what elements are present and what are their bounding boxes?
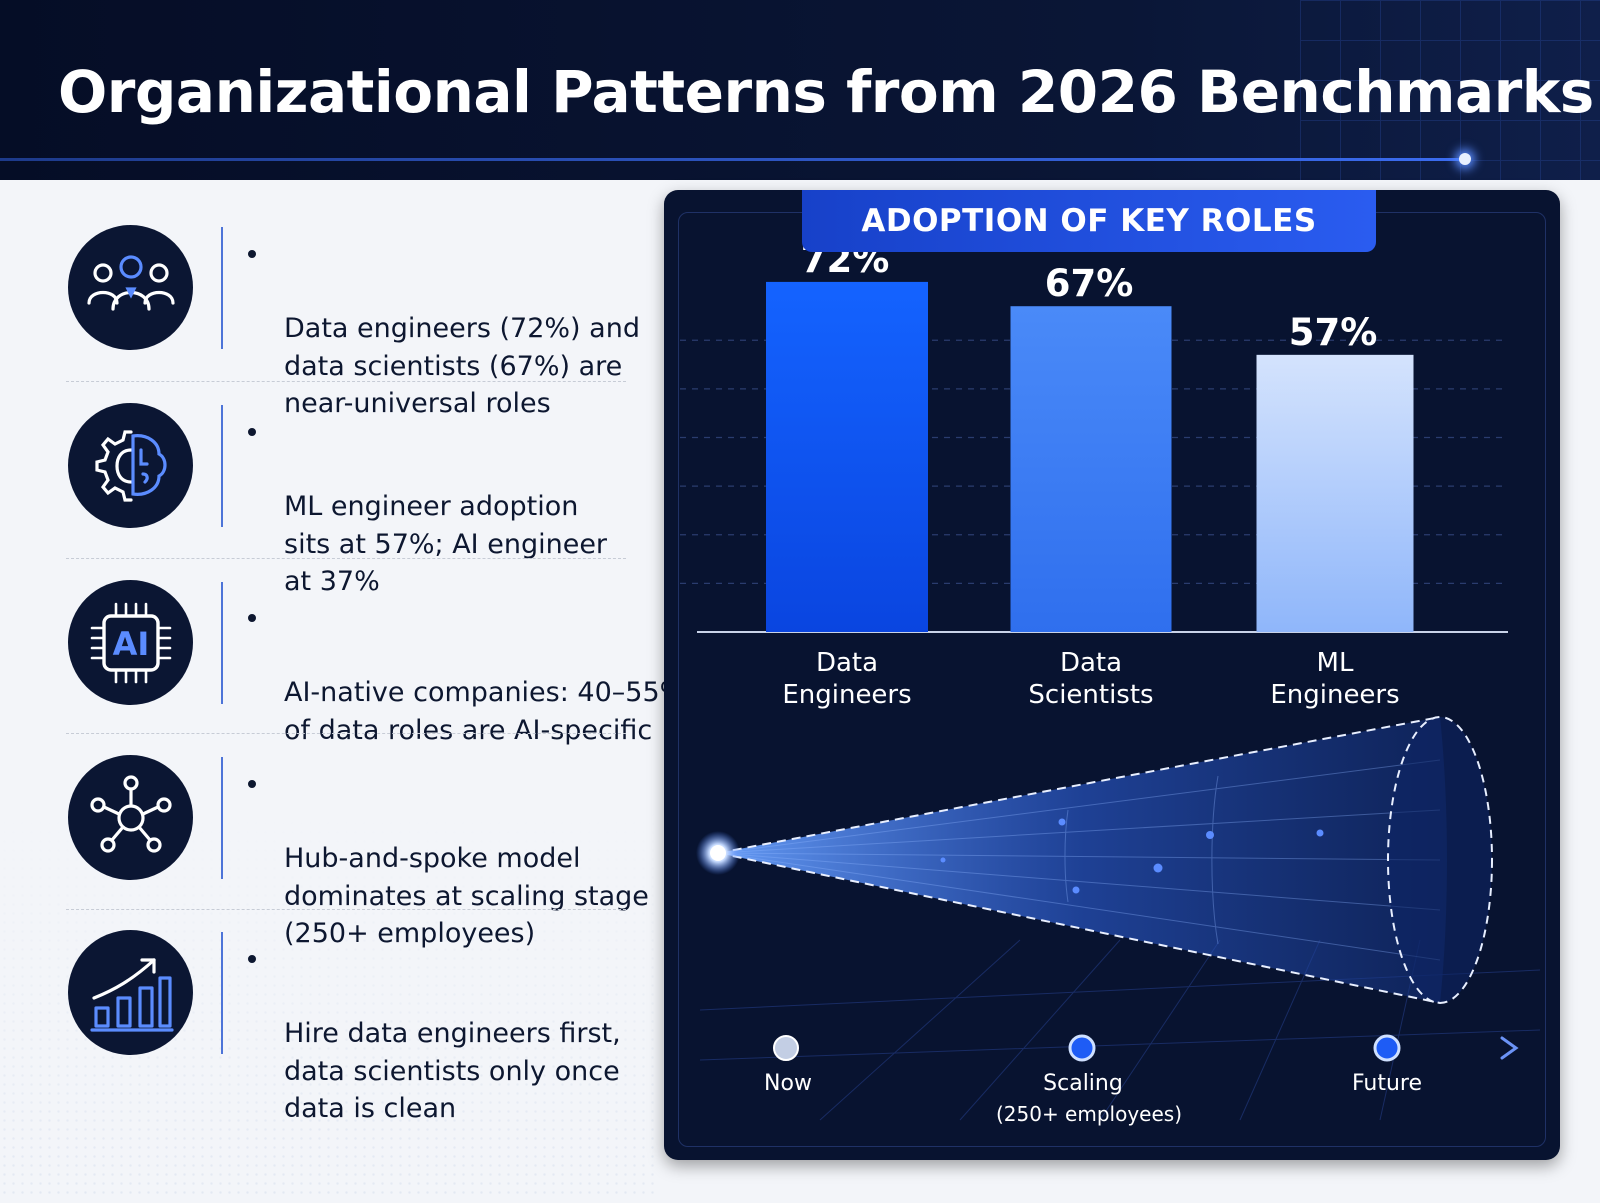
title-glow-dot [1459, 153, 1471, 165]
gear-brain-icon [68, 403, 193, 528]
row-separator-line [221, 932, 223, 1054]
row-separator-line [221, 757, 223, 879]
row-separator-line [221, 582, 223, 704]
timeline-marker-future [1373, 1034, 1401, 1062]
x-tick-label: ML [1317, 648, 1354, 678]
row-divider [66, 381, 626, 382]
row-separator-line [221, 405, 223, 527]
bar-value-label: 67% [1045, 262, 1134, 305]
insight-row: Hire data engineers first, data scientist… [0, 930, 640, 1124]
bullet [248, 614, 256, 622]
x-tick-label: Scientists [1028, 680, 1153, 710]
hub-spoke-icon [68, 755, 193, 880]
bar [766, 281, 928, 632]
timeline-label-future: Future [1352, 1071, 1422, 1096]
insight-text: Hub-and-spoke model dominates at scaling … [284, 843, 649, 949]
insight-text: Data engineers (72%) and data scientists … [284, 313, 640, 419]
svg-text:AI: AI [112, 625, 149, 663]
bullet [248, 250, 256, 258]
timeline-label-scaling: Scaling [1043, 1071, 1123, 1096]
timeline-sublabel-scaling: (250+ employees) [996, 1102, 1182, 1126]
row-divider [66, 558, 626, 559]
title-underline [0, 158, 1466, 161]
timeline: Now Scaling (250+ employees) Future [704, 1034, 1519, 1126]
timeline-marker-now [773, 1035, 799, 1061]
bullet [248, 780, 256, 788]
chart-title: ADOPTION OF KEY ROLES [802, 190, 1376, 252]
bar [1010, 306, 1172, 632]
x-tick-label: Engineers [1270, 680, 1399, 710]
insight-row: Data engineers (72%) and data scientists … [0, 225, 640, 419]
insight-text: ML engineer adoption sits at 57%; AI engi… [284, 491, 608, 597]
row-separator-line [221, 227, 223, 349]
team-icon [68, 225, 193, 350]
timeline-label-now: Now [764, 1071, 812, 1096]
bullet [248, 955, 256, 963]
x-tick-label: Data [816, 648, 878, 678]
bullet [248, 428, 256, 436]
ai-chip-icon: AI [68, 580, 193, 705]
x-tick-label: Engineers [782, 680, 911, 710]
row-divider [66, 909, 626, 910]
growth-chart-icon [68, 930, 193, 1055]
insight-row: ML engineer adoption sits at 57%; AI engi… [0, 403, 640, 597]
bar [1256, 354, 1414, 632]
x-tick-label: Data [1060, 648, 1122, 678]
insight-text: Hire data engineers first, data scientist… [284, 1018, 621, 1124]
header-banner: Organizational Patterns from 2026 Benchm… [0, 0, 1600, 180]
row-divider [66, 733, 626, 734]
bar-value-label: 57% [1289, 311, 1378, 354]
header-grid-decoration [1300, 0, 1600, 180]
page-title: Organizational Patterns from 2026 Benchm… [58, 58, 1594, 126]
timeline-marker-scaling [1068, 1034, 1096, 1062]
growth-cone-illustration [696, 716, 1541, 1121]
insight-row: Hub-and-spoke model dominates at scaling … [0, 755, 649, 949]
